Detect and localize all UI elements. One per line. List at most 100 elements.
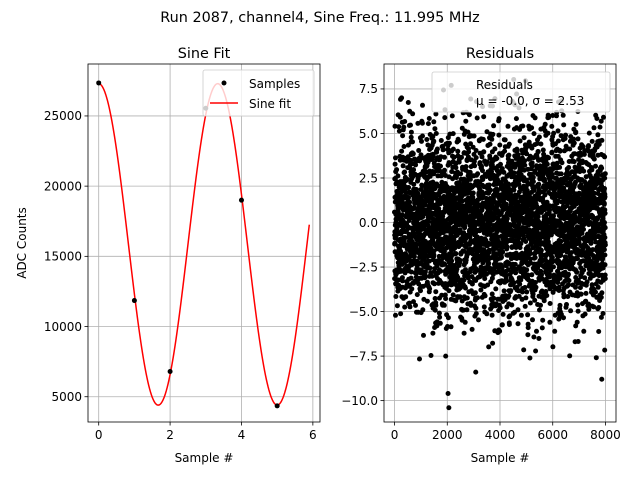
residual-point	[506, 293, 512, 299]
residual-point	[489, 136, 495, 142]
residual-point	[525, 312, 531, 318]
residual-point	[466, 149, 472, 155]
residual-point	[506, 141, 512, 147]
residual-point	[577, 285, 583, 291]
residual-point	[568, 250, 574, 256]
residuals-x-tick-label: 6000	[537, 428, 568, 442]
residual-point	[523, 295, 529, 301]
residual-point	[446, 140, 452, 146]
residual-point	[442, 261, 448, 267]
residual-point	[538, 302, 543, 308]
residual-point	[418, 288, 423, 294]
residual-point	[602, 242, 608, 248]
residual-point	[413, 241, 419, 247]
residual-point	[561, 122, 567, 128]
residual-point	[395, 173, 401, 179]
residual-point	[506, 322, 512, 327]
residual-point	[408, 275, 414, 281]
residual-point	[513, 116, 519, 122]
residual-point	[574, 269, 580, 275]
residual-point	[497, 305, 503, 311]
residual-point	[459, 154, 464, 160]
residual-point	[416, 148, 422, 153]
residuals-x-tick-label: 4000	[485, 428, 516, 442]
residual-point	[556, 284, 562, 290]
residual-point	[602, 175, 608, 181]
residual-point	[489, 312, 495, 318]
residual-point	[432, 307, 438, 313]
residuals-legend: Residuals μ = -0.0, σ = 2.53	[431, 71, 611, 113]
residual-point	[431, 119, 437, 125]
residual-point	[522, 162, 528, 168]
residual-point	[411, 181, 417, 187]
residual-point	[555, 138, 561, 144]
residual-point	[450, 146, 456, 152]
residual-point	[525, 325, 531, 331]
residual-point	[525, 272, 531, 278]
residual-point	[514, 146, 520, 152]
residuals-y-tick-label: 7.5	[359, 82, 378, 96]
residual-point	[408, 129, 414, 135]
residual-point	[499, 166, 505, 172]
residuals-y-tick-label: −2.5	[349, 260, 378, 274]
residual-point	[425, 121, 431, 127]
residual-point	[599, 376, 605, 382]
sine-fit-frame	[87, 63, 321, 423]
residual-point	[506, 152, 512, 158]
residual-point	[505, 181, 511, 187]
residual-point	[482, 293, 488, 299]
residual-point	[400, 278, 405, 284]
residual-point	[480, 168, 485, 174]
residuals-legend-label: Residuals	[476, 78, 533, 92]
residual-point	[446, 405, 452, 411]
residual-point	[527, 355, 533, 361]
sample-point	[96, 80, 102, 86]
sine-fit-x-tick-label: 4	[238, 428, 246, 442]
sine-fit-y-tick-label: 20000	[44, 179, 82, 193]
residual-point	[402, 119, 408, 124]
residuals-x-tick-label: 2000	[432, 428, 463, 442]
residual-point	[601, 247, 607, 253]
residual-point	[571, 140, 577, 146]
residual-point	[475, 295, 480, 301]
residual-point	[582, 311, 588, 317]
sine-fit-axes: 0 2 4 6 5000 10000 15000 20000 25000 Sine Fit Sa…	[15, 46, 321, 465]
residual-point	[547, 319, 553, 325]
residual-point	[581, 226, 586, 232]
sine-fit-x-tick-label: 0	[95, 428, 103, 442]
residual-point	[463, 118, 469, 124]
residual-point	[449, 258, 455, 264]
residual-point	[602, 272, 608, 278]
residual-point	[458, 171, 464, 177]
residual-point	[393, 312, 398, 318]
residual-point	[518, 312, 524, 318]
residual-point	[420, 307, 426, 313]
residual-point	[414, 292, 420, 298]
residual-point	[409, 286, 415, 292]
residual-point	[517, 281, 523, 287]
residual-point	[521, 135, 527, 141]
residual-point	[544, 293, 550, 298]
residual-point	[486, 344, 492, 350]
residual-point	[513, 250, 519, 256]
residual-point	[476, 317, 481, 323]
residual-point	[550, 289, 556, 295]
residual-point	[497, 328, 503, 334]
residual-point	[413, 187, 419, 192]
residual-point	[430, 330, 436, 336]
residual-point	[433, 131, 439, 136]
sine-fit-curve	[98, 82, 311, 406]
residual-point	[505, 267, 511, 273]
residual-point	[443, 296, 449, 302]
residual-point	[521, 347, 527, 353]
residual-point	[466, 112, 472, 118]
residual-point	[469, 326, 475, 332]
residual-point	[497, 142, 503, 148]
residual-point	[481, 304, 487, 310]
residual-point	[482, 276, 488, 282]
residual-point	[419, 183, 425, 189]
sine-fit-legend: Samples Sine fit	[202, 69, 315, 117]
residual-point	[449, 113, 455, 119]
residual-point	[557, 302, 563, 308]
residual-point	[413, 302, 418, 308]
